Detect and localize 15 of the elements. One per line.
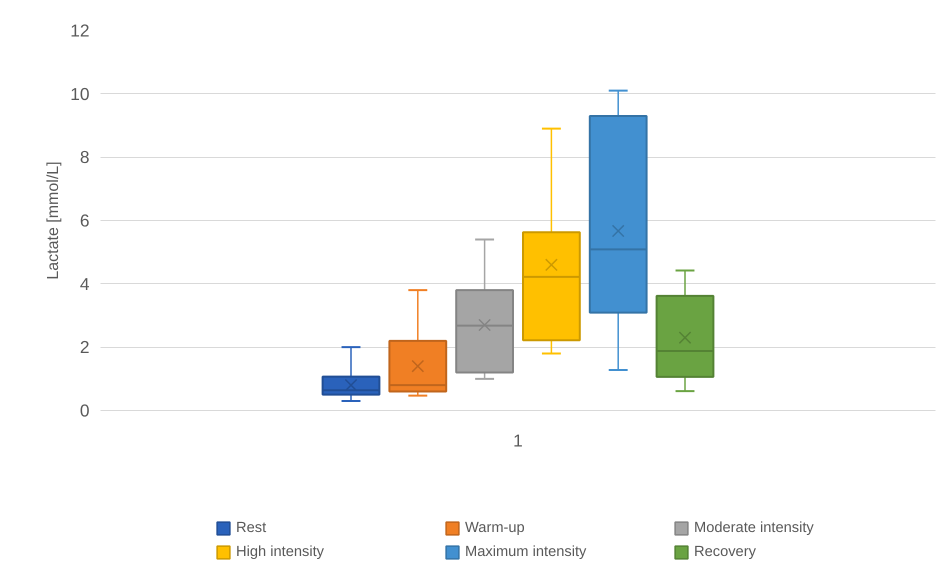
- y-tick-label: 8: [80, 147, 90, 168]
- y-tick-label: 12: [70, 20, 90, 40]
- x-tick-label: 1: [513, 430, 523, 450]
- y-tick-label: 4: [80, 274, 90, 294]
- y-axis-title: Lactate [mmol/L]: [45, 161, 62, 280]
- legend-label: Rest: [236, 520, 268, 536]
- legend-label: Warm-up: [465, 520, 526, 536]
- legend-label: Moderate intensity: [694, 520, 815, 536]
- y-tick-label: 6: [80, 210, 90, 230]
- y-tick-label: 2: [80, 337, 90, 358]
- legend-label: Recovery: [694, 544, 757, 560]
- legend-label: High intensity: [236, 544, 325, 560]
- y-tick-label: 0: [80, 400, 90, 420]
- legend-label: Maximum intensity: [465, 544, 588, 560]
- y-tick-label: 10: [70, 84, 90, 104]
